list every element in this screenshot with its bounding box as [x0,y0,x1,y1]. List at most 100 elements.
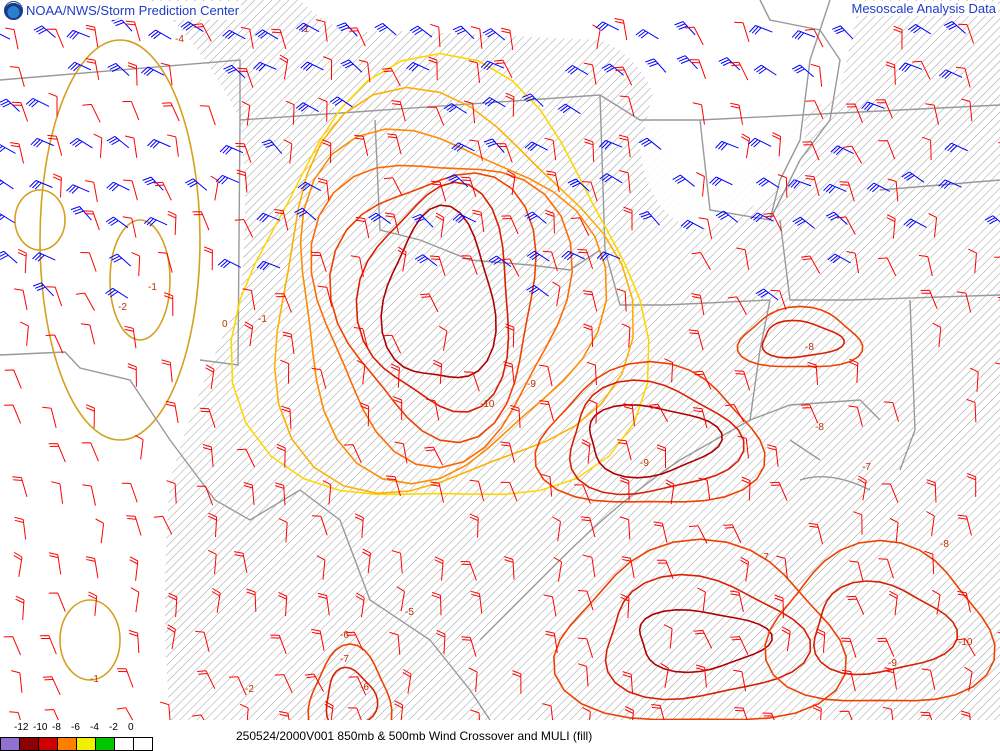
wind-barb-500mb [483,138,505,153]
wind-barb-850mb [85,404,95,429]
wind-barb-850mb [918,254,933,277]
wind-barb-850mb [886,214,896,239]
wind-barb-850mb [166,480,177,504]
wind-barb-850mb [649,403,669,423]
wind-barb-500mb [294,207,317,221]
wind-barb-850mb [543,594,557,617]
wind-barb-850mb [310,251,327,272]
wind-barb-500mb [406,62,430,72]
wind-barb-500mb [109,253,132,267]
wind-barb-850mb [126,515,142,536]
wind-barb-850mb [322,139,332,163]
wind-barb-850mb [770,289,787,311]
wind-barb-850mb [624,706,634,720]
wind-barb-850mb [382,67,401,87]
wind-barb-850mb [431,591,442,616]
wind-barb-850mb [235,143,252,163]
wind-barb-850mb [394,700,404,720]
wind-barb-850mb [839,710,853,720]
wind-barb-850mb [435,212,445,238]
wind-barb-850mb [393,396,403,421]
wind-barb-850mb [128,629,140,654]
wind-barb-500mb [861,101,885,112]
legend-tick: -4 [90,722,99,733]
wind-barb-850mb [46,286,63,307]
wind-barb-500mb [524,141,548,152]
noaa-logo [4,1,23,20]
wind-barb-500mb [140,66,165,77]
legend-swatch [58,738,77,750]
wind-barb-500mb [414,254,438,267]
wind-barb-850mb [733,669,747,692]
wind-barb-850mb [541,473,553,497]
wind-barb-850mb [921,136,932,161]
wind-barb-850mb [197,670,216,690]
wind-barb-850mb [955,66,971,88]
wind-barb-850mb [160,701,171,720]
wind-barb-850mb [470,709,480,720]
wind-barb-500mb [217,258,242,269]
wind-barb-850mb [81,442,99,462]
wind-barb-850mb [47,134,63,156]
wind-barb-850mb [545,630,558,654]
header-left: NOAA/NWS/Storm Prediction Center [2,1,242,20]
wind-barb-850mb [234,551,248,573]
contour-line [553,538,847,720]
wind-barb-850mb [311,515,328,536]
wind-barb-850mb [5,27,19,50]
wind-barb-500mb [32,252,56,262]
wind-barb-500mb [756,177,780,189]
wind-barb-850mb [202,444,214,467]
legend-swatch [39,738,58,750]
wind-barb-850mb [816,628,826,653]
wind-barb-500mb [223,64,246,78]
wind-barb-850mb [846,251,860,274]
wind-barb-500mb [791,64,814,78]
wind-barb-850mb [925,103,940,125]
wind-barb-850mb [849,358,859,383]
wind-barb-500mb [0,144,16,154]
wind-barb-850mb [236,448,256,468]
wind-barb-850mb [802,141,820,161]
wind-barb-850mb [386,475,401,497]
wind-barb-850mb [542,703,554,720]
wind-barb-850mb [356,359,366,385]
wind-barb-850mb [461,636,477,657]
wind-barb-850mb [80,252,97,272]
wind-barb-850mb [885,61,896,85]
wind-barb-850mb [86,58,100,80]
wind-barb-850mb [500,441,515,463]
contour-line [761,319,845,359]
wind-barb-850mb [42,406,57,428]
wind-barb-500mb [105,216,129,229]
wind-barb-850mb [620,593,630,619]
wind-barb-850mb [424,446,443,466]
wind-barb-850mb [840,637,857,658]
muli-hatched-area [150,0,1000,720]
wind-barb-850mb [932,322,942,348]
wind-barb-850mb [583,323,594,348]
wind-barb-850mb [348,676,367,696]
wind-barb-850mb [387,133,402,155]
wind-barb-850mb [39,635,57,655]
wind-barb-500mb [368,212,391,224]
wind-barb-850mb [274,482,286,506]
wind-barb-850mb [619,516,631,540]
wind-barb-850mb [84,180,98,203]
wind-barb-850mb [810,63,823,87]
wind-barb-850mb [734,707,748,720]
wind-barb-500mb [29,180,53,190]
wind-barb-850mb [581,181,598,202]
wind-barb-500mb [482,28,506,41]
wind-barb-850mb [812,704,822,720]
wind-barb-500mb [827,253,851,264]
wind-barb-850mb [167,210,177,235]
wind-barb-850mb [282,331,295,355]
contour-line [299,128,608,485]
wind-barb-850mb [278,518,288,543]
wind-barb-500mb [30,137,54,148]
wind-barb-850mb [582,290,598,312]
wind-barb-850mb [205,364,215,390]
wind-barb-500mb [938,69,963,79]
wind-barb-850mb [397,246,407,272]
